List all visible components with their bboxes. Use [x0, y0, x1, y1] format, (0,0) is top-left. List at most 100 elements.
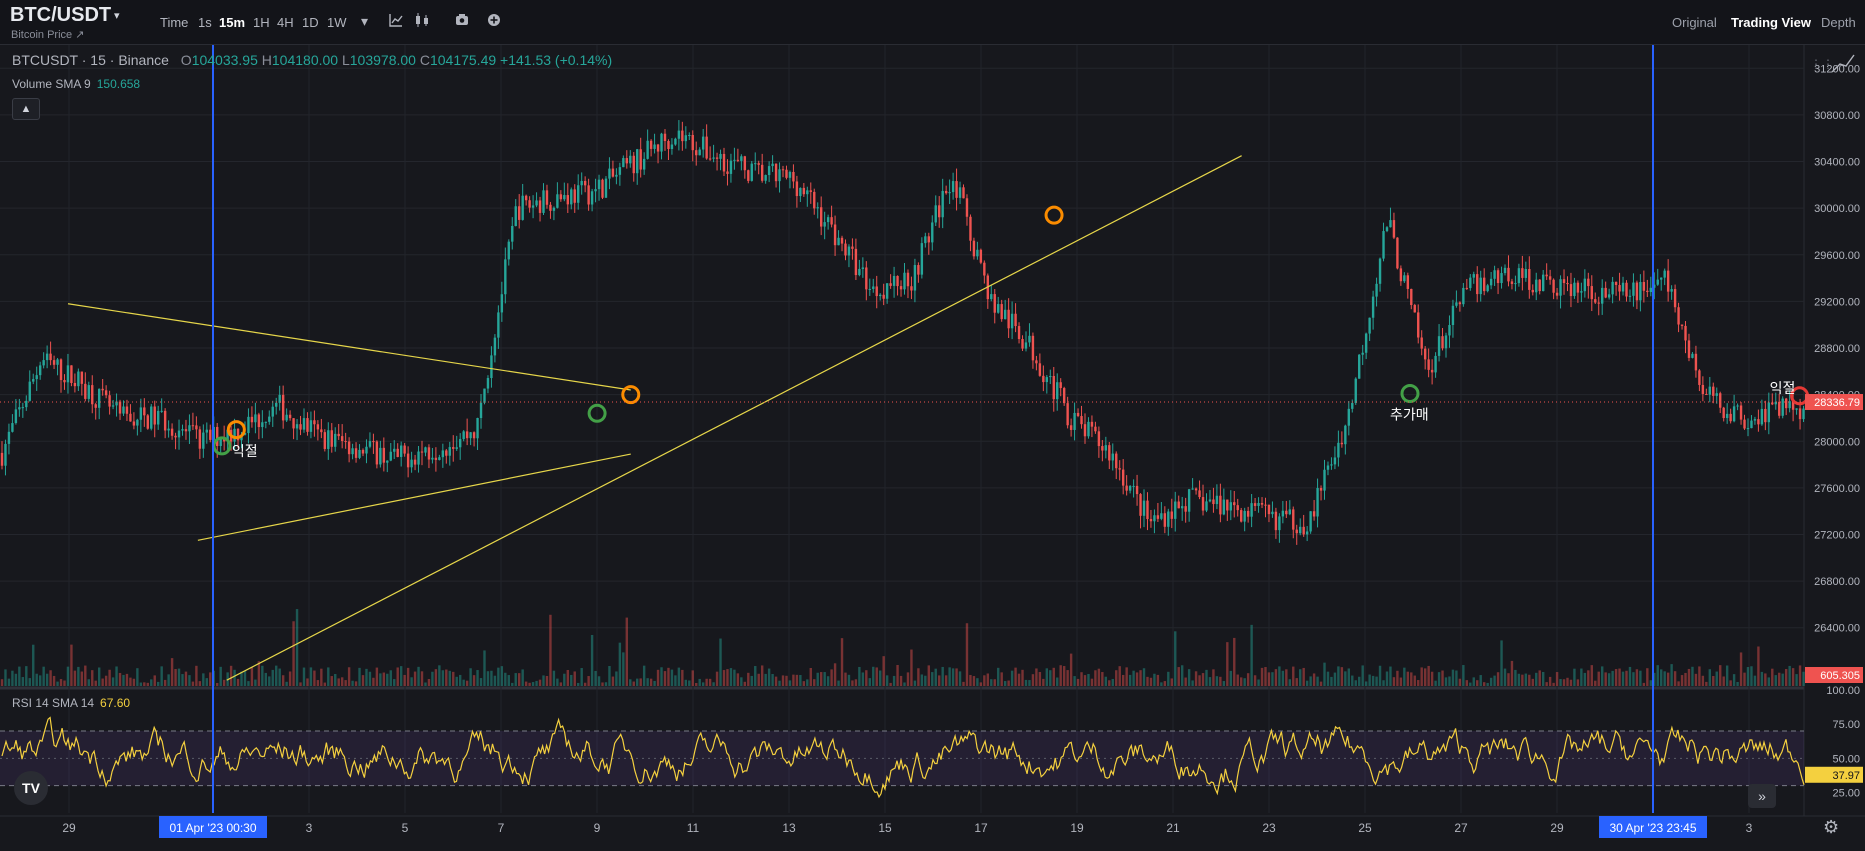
volume-bar: [184, 671, 188, 686]
candle-body: [511, 225, 514, 242]
candle-body: [1618, 285, 1621, 292]
candle-body: [4, 443, 7, 466]
candle-body: [771, 163, 774, 167]
candle-body: [681, 130, 684, 142]
view-original[interactable]: Original: [1672, 15, 1717, 30]
volume-bar: [549, 614, 552, 686]
timeframe-1w[interactable]: 1W: [327, 15, 347, 30]
plus-circle-icon[interactable]: [487, 13, 501, 30]
volume-bar: [979, 682, 983, 686]
volume-bar: [163, 679, 167, 686]
view-trading-view[interactable]: Trading View: [1731, 15, 1811, 30]
candle-body: [1309, 511, 1312, 532]
timeframe-time[interactable]: Time: [160, 15, 189, 30]
volume-bar: [1101, 672, 1104, 686]
view-depth[interactable]: Depth: [1821, 15, 1856, 30]
volume-bar: [1507, 673, 1510, 686]
drawing-tool-icon[interactable]: ⋮⋮: [1806, 50, 1858, 76]
candle-body: [636, 149, 639, 174]
volume-bar: [708, 678, 712, 686]
volume-bar: [660, 667, 663, 686]
symbol-subtitle[interactable]: Bitcoin Price ↗: [11, 29, 85, 41]
candle-body: [559, 194, 563, 200]
volume-bar: [452, 671, 455, 686]
candle-body: [941, 190, 944, 218]
camera-icon[interactable]: [455, 13, 469, 29]
candles-icon[interactable]: [414, 13, 430, 30]
volume-bar: [1712, 676, 1715, 686]
volume-bar: [188, 675, 191, 686]
candle-body: [233, 428, 236, 442]
volume-bar: [1663, 671, 1666, 686]
timeframe-4h[interactable]: 4H: [277, 15, 294, 30]
candle-body: [1510, 281, 1514, 284]
candle-body: [1045, 377, 1049, 383]
candle-body: [1725, 413, 1729, 419]
scroll-to-realtime-button[interactable]: »: [1748, 784, 1776, 808]
timeframe-15m[interactable]: 15m: [219, 15, 246, 30]
candle-body: [997, 304, 1000, 313]
volume-bar: [1778, 672, 1781, 686]
volume-bar: [767, 668, 771, 686]
collapse-legend-button[interactable]: ▲: [12, 98, 40, 120]
volume-bar: [1559, 679, 1562, 686]
gear-icon[interactable]: ⚙: [1823, 817, 1840, 837]
volume-bar: [1719, 665, 1722, 686]
volume-bar: [1417, 680, 1420, 686]
volume-bar: [1462, 665, 1465, 686]
volume-bar: [28, 678, 31, 686]
timeframe-more-chevron-icon[interactable]: ▾: [361, 13, 369, 29]
volume-bar: [1326, 671, 1330, 686]
volume-bar: [222, 679, 226, 686]
candle-body: [809, 190, 812, 192]
timeframe-1s[interactable]: 1s: [198, 15, 212, 30]
candle-body: [813, 191, 816, 209]
timeframe-1h[interactable]: 1H: [253, 15, 270, 30]
indicator-icon[interactable]: [389, 13, 403, 30]
volume-bar: [21, 677, 25, 686]
candle-body: [545, 190, 549, 205]
candle-body: [1698, 370, 1701, 385]
timeframe-1d[interactable]: 1D: [302, 15, 319, 30]
candle-body: [889, 283, 892, 286]
candle-body: [1628, 295, 1632, 297]
candle-body: [382, 447, 386, 463]
candle-body: [1236, 505, 1239, 511]
volume-bar: [365, 668, 368, 686]
candle-body: [1531, 289, 1534, 293]
candle-body: [108, 395, 111, 407]
candle-body: [847, 246, 851, 256]
candle-body: [639, 149, 642, 170]
volume-bar: [910, 649, 913, 686]
volume-bar: [698, 678, 701, 686]
volume-bar: [1021, 669, 1024, 686]
candle-body: [1337, 442, 1340, 458]
candle-body: [1479, 277, 1482, 295]
candle-body: [1482, 277, 1486, 292]
symbol-title[interactable]: BTC/USDT: [10, 4, 112, 26]
volume-bar: [847, 674, 851, 686]
candle-body: [944, 190, 948, 194]
candle-body: [340, 436, 344, 442]
volume-bar: [1292, 666, 1295, 686]
volume-bar: [240, 671, 243, 686]
volume-bar: [865, 670, 868, 686]
candle-body: [216, 426, 219, 447]
chevron-down-icon[interactable]: ▾: [114, 10, 120, 22]
rsi-legend: RSI 14 SMA 14 67.60: [12, 696, 130, 710]
candle-body: [0, 452, 4, 466]
price-tick-label: 30800.00: [1814, 110, 1860, 122]
candle-body: [1753, 419, 1757, 421]
candle-body: [1250, 503, 1253, 517]
volume-bar: [417, 666, 420, 686]
candle-body: [757, 163, 760, 165]
candle-body: [788, 171, 792, 178]
volume-bar: [1451, 669, 1455, 686]
volume-bar: [695, 682, 698, 686]
candle-body: [990, 294, 993, 300]
volume-bar: [1725, 665, 1729, 686]
candle-body: [969, 216, 972, 241]
candle-body: [56, 359, 59, 365]
candle-body: [361, 449, 365, 454]
